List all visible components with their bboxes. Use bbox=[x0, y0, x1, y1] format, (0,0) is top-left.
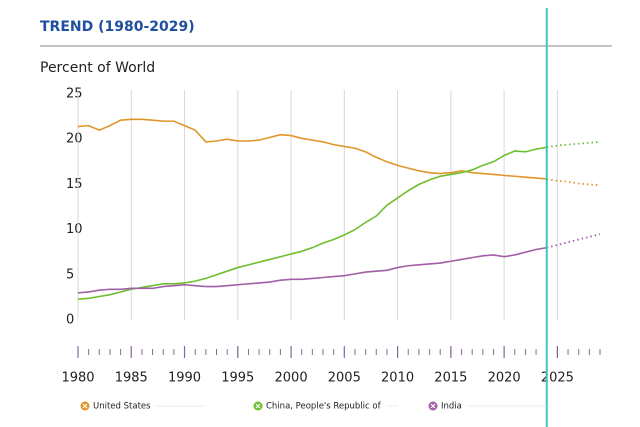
y-tick-label: 15 bbox=[66, 177, 83, 192]
legend-label: India bbox=[441, 402, 462, 412]
x-tick-label: 1980 bbox=[61, 371, 94, 386]
series-line bbox=[77, 146, 547, 301]
series-line bbox=[77, 246, 547, 294]
y-tick-label: 0 bbox=[66, 313, 74, 328]
forecast-line bbox=[546, 233, 601, 249]
x-tick-label: 2015 bbox=[434, 371, 467, 386]
x-tick-label: 2020 bbox=[488, 371, 521, 386]
x-tick-label: 2025 bbox=[541, 371, 574, 386]
y-tick-label: 5 bbox=[66, 267, 74, 282]
x-tick-label: 1985 bbox=[115, 371, 148, 386]
forecast-line bbox=[546, 141, 601, 149]
x-tick-label: 1995 bbox=[221, 371, 254, 386]
legend-marker-cross bbox=[82, 403, 88, 409]
x-tick-label: 2010 bbox=[381, 371, 414, 386]
x-tick-label: 2005 bbox=[328, 371, 361, 386]
legend-label: United States bbox=[93, 402, 151, 412]
legend-label: China, People's Republic of bbox=[266, 402, 382, 412]
chart-title: TREND (1980-2029) bbox=[40, 19, 195, 35]
y-axis-label: Percent of World bbox=[40, 60, 155, 76]
y-tick-label: 20 bbox=[66, 132, 83, 147]
x-tick-label: 1990 bbox=[168, 371, 201, 386]
y-tick-label: 25 bbox=[66, 87, 83, 102]
legend-marker-cross bbox=[430, 403, 436, 409]
series-line bbox=[77, 118, 547, 180]
forecast-line bbox=[546, 178, 601, 187]
legend-marker-cross bbox=[255, 403, 261, 409]
x-tick-label: 2000 bbox=[275, 371, 308, 386]
y-tick-label: 10 bbox=[66, 222, 83, 237]
